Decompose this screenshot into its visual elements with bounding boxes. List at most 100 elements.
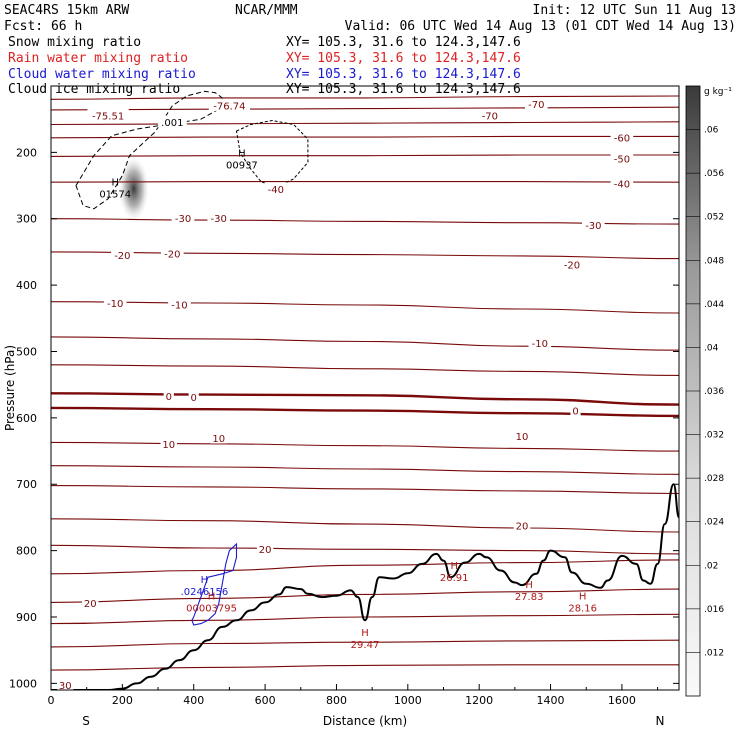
isotherm-label-bg (188, 390, 199, 403)
isotherm-label-bg (160, 437, 177, 450)
colorbar-tick-label: .056 (704, 169, 724, 179)
isotherm-line (51, 406, 679, 418)
isotherm-label: -76.74 (213, 101, 245, 112)
isotherm-label-bg (610, 152, 634, 165)
colorbar-tick-label: .048 (704, 256, 724, 266)
x-tick-label: 400 (183, 694, 204, 707)
terrain-line (51, 483, 679, 690)
plot-area: -75.51 -76.74 -70 -70 -60 -50 -40 -40 -30 -30 -30 -… (51, 90, 679, 692)
terrain-layer (51, 483, 679, 690)
colorbar-tick-label: .012 (704, 648, 724, 658)
isotherm-line (51, 251, 679, 260)
ice-max-value: 00937 (226, 160, 258, 171)
y-tick-label: 600 (16, 412, 37, 425)
isotherm-label: 10 (516, 432, 529, 443)
isotherm-line (51, 218, 679, 225)
snow-contour-label-bg (157, 115, 187, 128)
colorbar-tick-label: .052 (704, 213, 724, 223)
isotherm-label: 10 (162, 440, 175, 451)
isotherm-line (51, 518, 679, 533)
isotherm-label-bg (513, 429, 531, 442)
isotherm-line (51, 135, 679, 139)
field-label-cloud-ice: Cloud ice mixing ratio (8, 82, 180, 97)
isotherm-line (51, 544, 679, 555)
x-axis-label: Distance (km) (323, 714, 407, 728)
isotherm-line (51, 485, 679, 495)
isotherm-label: 30 (59, 681, 72, 692)
isotherm-label: 0 (191, 393, 197, 404)
isotherm-label: -30 (211, 214, 227, 225)
cloud-water-contour (191, 542, 238, 626)
isotherm-line (51, 106, 679, 111)
isotherm-label: 0 (572, 407, 578, 418)
isotherm-label-bg (560, 258, 584, 271)
isotherm-line (51, 441, 679, 452)
isotherm-label-bg (207, 211, 231, 224)
isotherm-label-bg (163, 389, 174, 402)
y-tick-label: 1000 (9, 677, 37, 690)
isotherm-label-bg (610, 130, 634, 143)
isotherm-label: -10 (107, 299, 123, 310)
colorbar-unit: g kg⁻¹ (704, 87, 732, 97)
isotherm-label: 0 (166, 392, 172, 403)
colorbar-tick-label: .044 (704, 300, 724, 310)
x-tick-label: 800 (326, 694, 347, 707)
y-tick-label: 300 (16, 213, 37, 226)
colorbar-ticks: .012 .016 .02 .024 .028 .032 .036 .04 .044 .048 .0… (686, 126, 724, 658)
isotherm-label: -10 (171, 301, 187, 312)
rain-max-value: 28.16 (568, 604, 597, 615)
forecast-hour: Fcst: 66 h (4, 19, 82, 34)
isotherm-label: -20 (164, 249, 180, 260)
rain-max-h: H (450, 561, 458, 572)
x-tick-label: 1600 (608, 694, 636, 707)
model-title: SEAC4RS 15km ARW (4, 3, 129, 18)
snow-shading-max (118, 156, 149, 221)
snow-max-value: 01574 (99, 190, 131, 201)
isotherm-line (51, 336, 679, 351)
y-tick-label: 400 (16, 279, 37, 292)
cloud-water-max-value: .0246156 (181, 587, 229, 598)
isotherm-label-bg (208, 98, 251, 111)
isotherm-label-bg (111, 248, 134, 261)
y-tick-label: 500 (16, 345, 37, 358)
colorbar-tick-label: .036 (704, 387, 724, 397)
isotherm-label-bg (610, 177, 634, 190)
isotherm-line (51, 301, 679, 314)
field-label-rain: Rain water mixing ratio (8, 51, 188, 66)
field-label-snow: Snow mixing ratio (8, 35, 141, 50)
isotherm-label: -40 (268, 185, 284, 196)
isotherm-label: -50 (614, 155, 630, 166)
isotherm-line (51, 392, 679, 406)
cloud-water-max-h: H (201, 575, 209, 586)
isotherm-line (51, 95, 679, 100)
isotherm-label: 20 (259, 545, 272, 556)
field-cross-cloud-water: XY= 105.3, 31.6 to 124.3,147.6 (286, 67, 521, 82)
axis-layer: 0 200 400 600 800 1000 1200 1400 160020030040050… (9, 146, 679, 707)
cloud-ice-contour (235, 119, 309, 187)
isotherm-label: -70 (528, 100, 544, 111)
contour-label-layer: -75.51 -76.74 -70 -70 -60 -50 -40 -40 -30 -30 -30 -… (57, 97, 634, 692)
isotherm-line (51, 664, 679, 671)
field-cross-cloud-ice: XY= 105.3, 31.6 to 124.3,147.6 (286, 82, 521, 97)
isotherm-label-bg (171, 211, 195, 224)
north-end-label: N (656, 714, 665, 728)
isotherm-line (51, 121, 679, 126)
isotherm-label-bg (103, 296, 127, 309)
isotherm-label: -70 (482, 111, 498, 122)
plot-frame (50, 85, 680, 691)
field-cross-rain: XY= 105.3, 31.6 to 124.3,147.6 (286, 51, 521, 66)
center-title: NCAR/MMM (235, 3, 298, 18)
isotherm-line (51, 588, 679, 603)
rain-max-h: H (361, 628, 369, 639)
colorbar-tick-label: .06 (704, 126, 719, 136)
isotherm-layer (51, 95, 679, 671)
snow-max-h: H (111, 178, 119, 189)
x-tick-label: 1200 (465, 694, 493, 707)
colorbar-tick-label: .04 (704, 343, 719, 353)
south-end-label: S (82, 714, 90, 728)
isotherm-label-bg (528, 336, 552, 349)
x-tick-label: 1000 (394, 694, 422, 707)
colorbar: .012 .016 .02 .024 .028 .032 .036 .04 .044 .048 .0… (685, 85, 732, 697)
isotherm-label: 20 (516, 522, 529, 533)
isotherm-line (51, 559, 679, 575)
